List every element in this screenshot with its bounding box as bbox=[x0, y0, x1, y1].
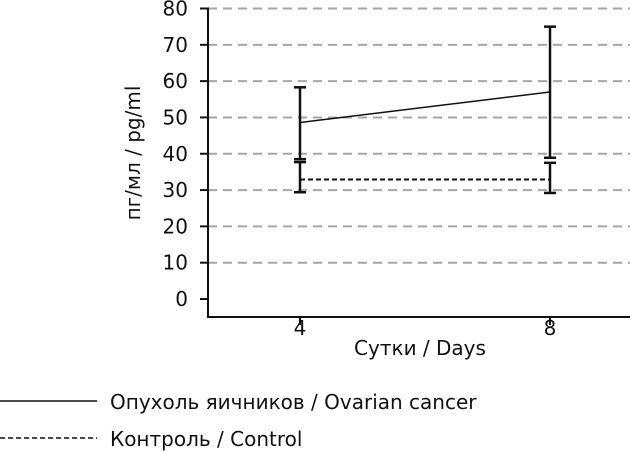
y-tick-label: 20 bbox=[163, 214, 188, 238]
y-tick-label: 40 bbox=[163, 142, 188, 166]
y-tick-label: 30 bbox=[163, 178, 188, 202]
x-axis-label: Сутки / Days bbox=[354, 336, 486, 360]
y-tick-label: 60 bbox=[163, 69, 188, 93]
y-axis-label: пг/мл / pg/ml bbox=[121, 86, 145, 221]
y-tick-label: 50 bbox=[163, 105, 188, 129]
y-tick-label: 0 bbox=[175, 287, 188, 311]
y-tick-label: 70 bbox=[163, 33, 188, 57]
legend-label: Опухоль яичников / Ovarian cancer bbox=[110, 390, 477, 414]
x-tick-label: 4 bbox=[294, 316, 307, 340]
y-tick-label: 80 bbox=[163, 0, 188, 21]
y-tick-label: 10 bbox=[163, 251, 188, 275]
legend-label: Контроль / Control bbox=[110, 427, 302, 451]
x-tick-label: 8 bbox=[544, 316, 557, 340]
series-line-0 bbox=[299, 91, 551, 124]
